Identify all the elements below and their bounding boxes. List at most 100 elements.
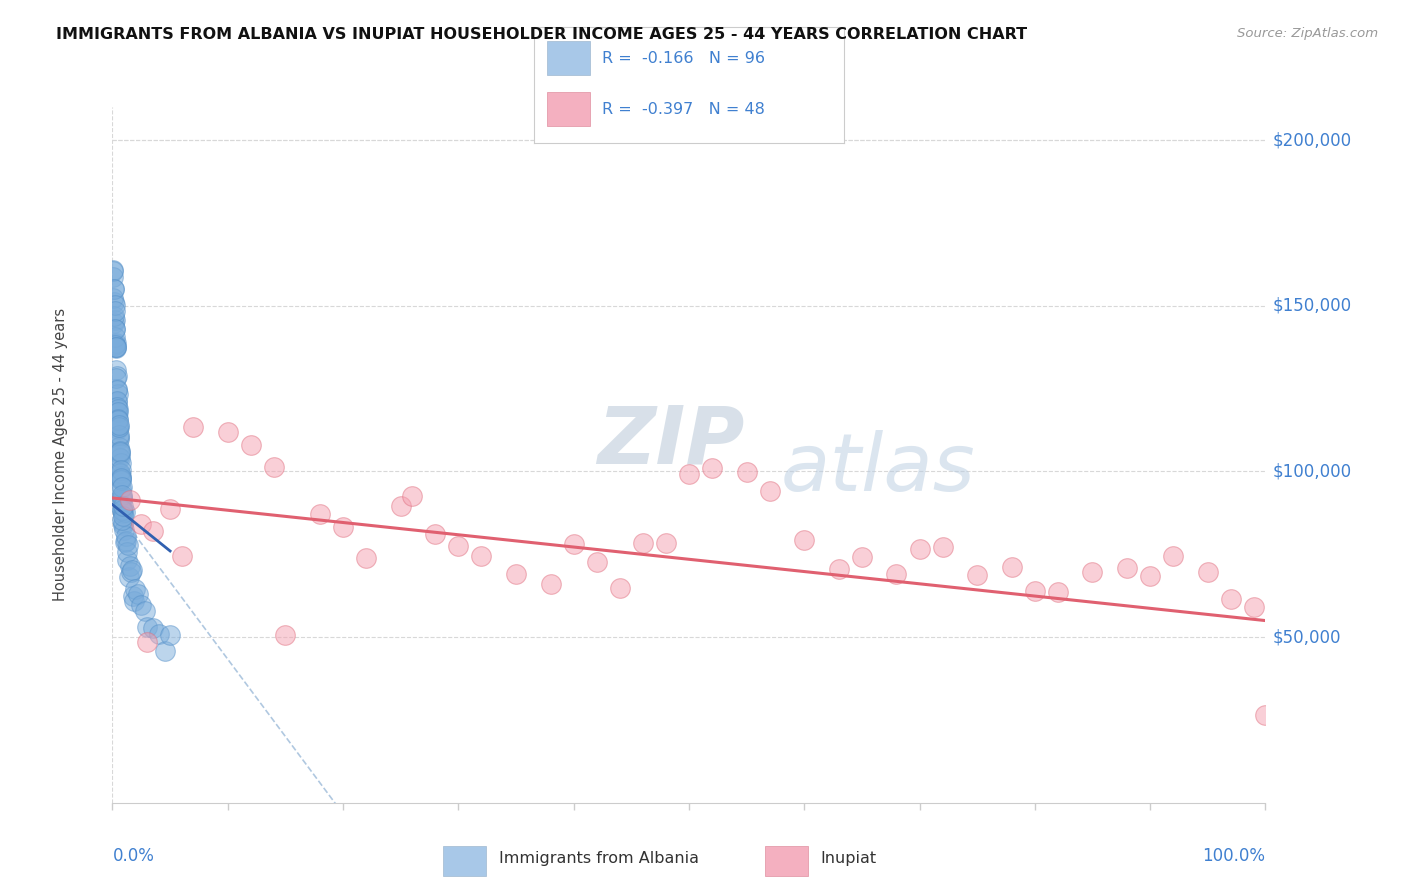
Point — [112, 506, 135, 520]
Point — [103, 294, 125, 309]
Point — [700, 461, 723, 475]
Point — [886, 566, 908, 581]
Point — [104, 341, 127, 355]
Point — [274, 627, 297, 641]
Point — [117, 538, 139, 552]
Text: 0.0%: 0.0% — [112, 847, 155, 865]
Point — [108, 430, 131, 444]
Point — [562, 536, 585, 550]
Point — [105, 393, 128, 408]
Point — [309, 508, 332, 522]
Point — [425, 527, 447, 541]
Point — [111, 516, 134, 531]
Point — [105, 363, 128, 377]
Point — [118, 558, 141, 573]
Point — [107, 405, 129, 419]
Point — [931, 540, 953, 554]
Point — [110, 450, 132, 465]
Point — [735, 465, 758, 479]
Point — [111, 490, 134, 504]
Text: R =  -0.166   N = 96: R = -0.166 N = 96 — [602, 51, 765, 66]
Text: 100.0%: 100.0% — [1202, 847, 1265, 865]
Point — [111, 503, 134, 517]
Point — [108, 445, 131, 459]
Point — [107, 413, 129, 427]
Point — [104, 340, 127, 354]
Text: Immigrants from Albania: Immigrants from Albania — [499, 851, 699, 866]
Point — [332, 520, 354, 534]
Point — [110, 482, 132, 496]
Text: $50,000: $50,000 — [1272, 628, 1341, 646]
Point — [110, 480, 132, 494]
Point — [1197, 565, 1219, 579]
Text: atlas: atlas — [782, 430, 976, 508]
Point — [101, 264, 124, 278]
Point — [758, 483, 780, 498]
Point — [103, 282, 125, 296]
Point — [105, 369, 128, 384]
Point — [124, 593, 146, 607]
Point — [115, 553, 138, 567]
Point — [678, 467, 700, 481]
Point — [585, 556, 607, 570]
Point — [181, 420, 204, 434]
Text: ZIP: ZIP — [596, 402, 744, 480]
Bar — [547, 92, 591, 127]
Point — [105, 383, 128, 397]
Point — [103, 309, 125, 323]
Point — [104, 304, 127, 318]
Point — [121, 563, 143, 577]
Text: $150,000: $150,000 — [1272, 297, 1351, 315]
Point — [124, 582, 146, 596]
Point — [107, 387, 129, 401]
Point — [131, 598, 153, 612]
Point — [111, 513, 134, 527]
Point — [631, 536, 654, 550]
Point — [103, 282, 125, 296]
Point — [107, 402, 129, 417]
Point — [105, 371, 128, 385]
Point — [105, 395, 128, 409]
Point — [153, 644, 176, 658]
Point — [105, 400, 128, 414]
Point — [470, 549, 492, 563]
Point — [111, 508, 134, 523]
Point — [1161, 549, 1184, 564]
Point — [1001, 560, 1024, 574]
Point — [105, 340, 128, 354]
Point — [104, 340, 127, 354]
Bar — [765, 847, 808, 876]
Point — [111, 488, 134, 502]
Point — [1254, 708, 1277, 723]
Point — [110, 491, 132, 505]
Point — [114, 505, 136, 519]
Point — [1139, 568, 1161, 582]
Point — [112, 524, 135, 538]
Point — [447, 539, 470, 553]
Point — [111, 502, 134, 516]
Point — [108, 441, 131, 455]
Point — [1243, 599, 1265, 614]
Text: Inupiat: Inupiat — [821, 851, 877, 866]
Point — [354, 551, 377, 566]
Point — [389, 499, 412, 513]
Point — [103, 316, 125, 330]
Point — [112, 518, 135, 533]
Point — [104, 322, 127, 336]
Point — [1081, 566, 1104, 580]
Point — [129, 517, 153, 532]
Point — [104, 322, 127, 336]
Point — [115, 545, 138, 559]
Point — [110, 456, 132, 470]
Point — [170, 549, 193, 564]
Point — [115, 529, 138, 543]
Point — [103, 313, 125, 327]
Point — [103, 291, 125, 305]
Point — [239, 438, 262, 452]
Point — [107, 412, 129, 426]
Point — [104, 336, 127, 351]
Point — [655, 536, 678, 550]
Point — [107, 420, 129, 434]
Point — [117, 570, 139, 584]
Point — [108, 450, 131, 464]
